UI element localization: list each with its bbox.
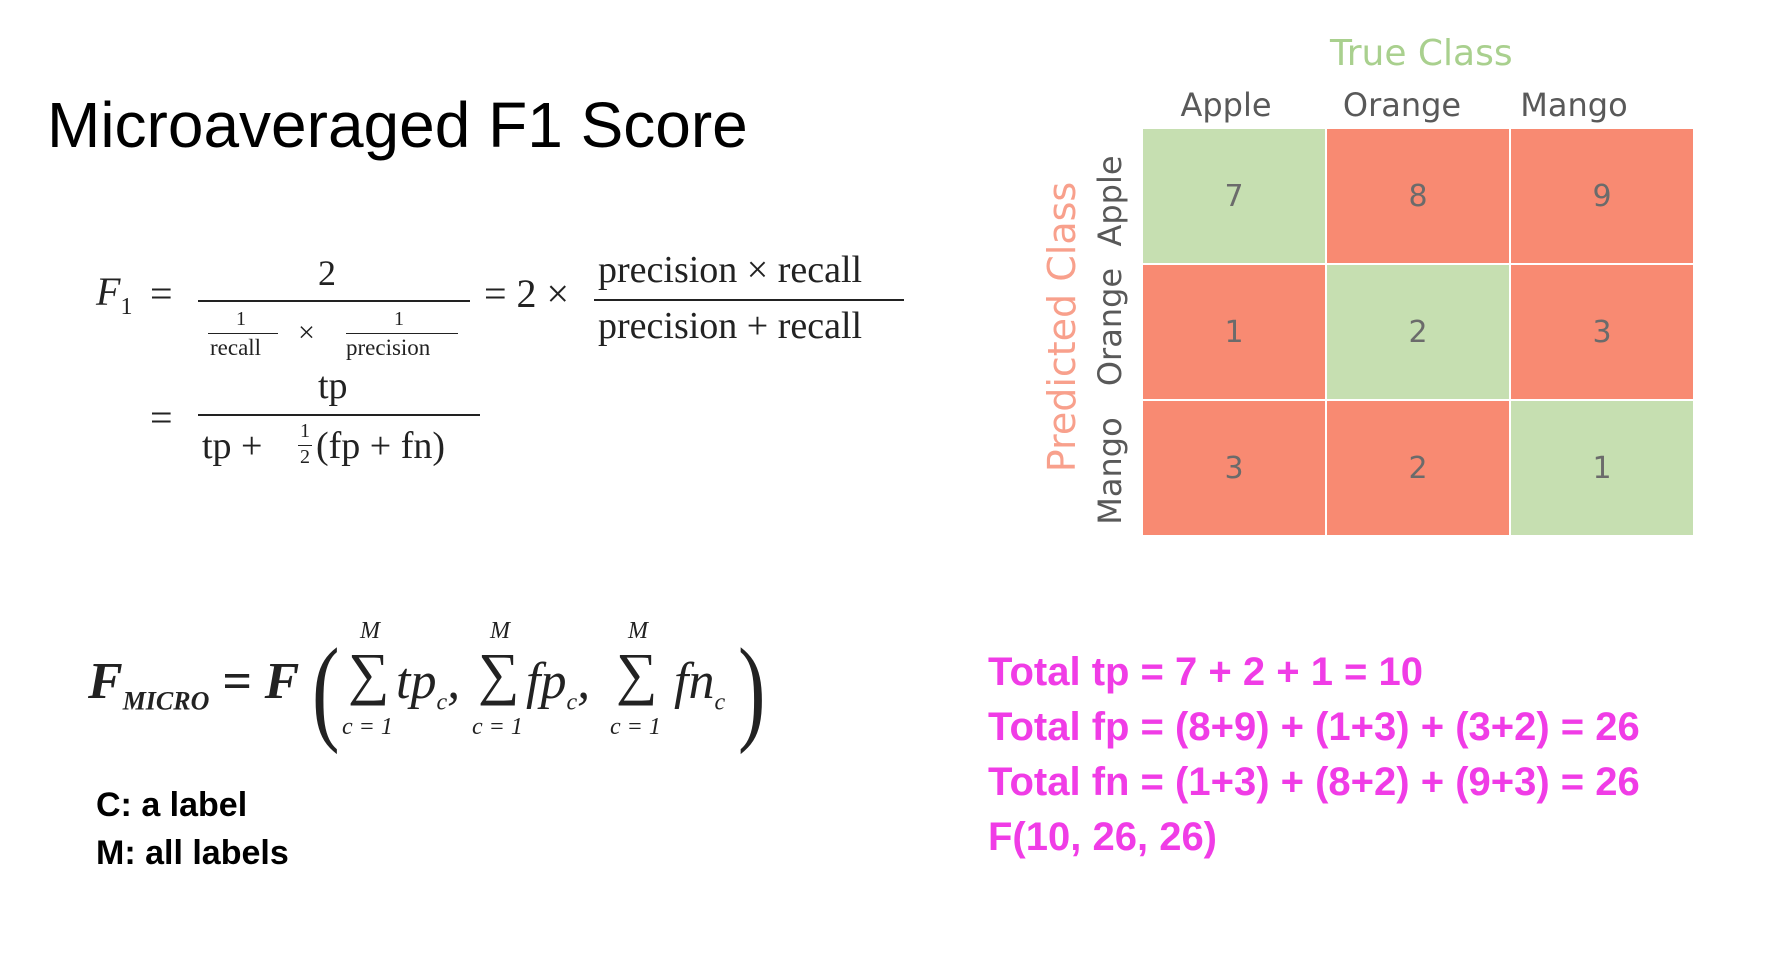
- f1-fraction3-den-b: (fp + fn): [316, 425, 446, 467]
- f1-fraction3-numerator: tp: [318, 365, 348, 407]
- fmicro-sum3-lower: c = 1: [610, 714, 661, 740]
- matrix-cell-orange-apple: 1: [1143, 265, 1325, 399]
- f1-fraction1-numerator: 2: [318, 253, 336, 293]
- fmicro-fn-sub: c: [714, 689, 726, 716]
- fmicro-sum3-upper: M: [628, 618, 648, 644]
- column-header-apple: Apple: [1180, 86, 1272, 124]
- fmicro-sum1-upper: M: [360, 618, 380, 644]
- fmicro-fp-sub: c: [566, 689, 578, 716]
- fmicro-symbol: F: [88, 653, 123, 710]
- matrix-cell-apple-mango: 9: [1511, 129, 1693, 263]
- f1-subscript: 1: [120, 294, 133, 320]
- column-header-orange: Orange: [1342, 86, 1462, 124]
- f1-fraction2-bar: [594, 299, 904, 301]
- fmicro-sum1-lower: c = 1: [342, 714, 393, 740]
- fmicro-sum2-lower: c = 1: [472, 714, 523, 740]
- matrix-cell-orange-orange: 2: [1327, 265, 1509, 399]
- fmicro-tp-sub: c: [436, 689, 448, 716]
- matrix-cell-apple-orange: 8: [1327, 129, 1509, 263]
- total-fn-line: Total fn = (1+3) + (8+2) + (9+3) = 26: [988, 760, 1640, 804]
- matrix-cell-mango-apple: 3: [1143, 401, 1325, 535]
- row-header-apple: Apple: [1091, 155, 1129, 247]
- f1-half-bar: [298, 445, 312, 446]
- f1-equals-line2: =: [150, 395, 173, 440]
- f1-lhs: F1: [96, 268, 132, 321]
- fmicro-tp-text: tp: [396, 653, 437, 710]
- page-title: Microaveraged F1 Score: [47, 89, 748, 161]
- fmicro-fp-text: fp: [526, 653, 567, 710]
- row-header-mango: Mango: [1091, 417, 1129, 525]
- f1-half-numerator: 1: [300, 420, 310, 442]
- fmicro-subscript: MICRO: [122, 686, 210, 716]
- f1-equals: =: [150, 271, 173, 316]
- f1-equals-two-times: = 2 ×: [484, 271, 570, 316]
- f1-one-a: 1: [236, 308, 246, 330]
- fmicro-sum2-upper: M: [490, 618, 510, 644]
- matrix-cell-apple-apple: 7: [1143, 129, 1325, 263]
- f1-precision-den: precision: [346, 335, 431, 360]
- fmicro-close-paren: ): [738, 624, 766, 755]
- fmicro-term-fp: fpc,: [526, 652, 590, 716]
- predicted-class-label: Predicted Class: [1040, 181, 1084, 473]
- fmicro-sum3-sigma: ∑: [616, 641, 658, 706]
- f1-fraction1-bar: [198, 300, 470, 302]
- f-result-line: F(10, 26, 26): [988, 815, 1218, 859]
- fmicro-rhs-f: = F: [222, 653, 300, 710]
- column-header-mango: Mango: [1520, 86, 1628, 124]
- fmicro-comma-2: ,: [577, 653, 591, 710]
- fmicro-open-paren: (: [312, 624, 340, 755]
- total-tp-line: Total tp = 7 + 2 + 1 = 10: [988, 650, 1424, 694]
- f1-fraction3-den-a: tp +: [202, 425, 263, 467]
- total-fp-line: Total fp = (8+9) + (1+3) + (3+2) = 26: [988, 705, 1640, 749]
- fmicro-comma-1: ,: [447, 653, 461, 710]
- f1-small-bar-b: [346, 333, 458, 334]
- fmicro-term-fn: fnc: [674, 652, 725, 716]
- matrix-cell-orange-mango: 3: [1511, 265, 1693, 399]
- matrix-cell-mango-orange: 2: [1327, 401, 1509, 535]
- fmicro-fn-text: fn: [674, 653, 715, 710]
- f1-times-a: ×: [298, 316, 315, 349]
- f1-recall-den: recall: [210, 335, 262, 360]
- true-class-label: True Class: [1330, 33, 1513, 74]
- legend-m: M: all labels: [96, 834, 289, 872]
- f1-symbol: F: [96, 269, 121, 314]
- matrix-cell-mango-mango: 1: [1511, 401, 1693, 535]
- fmicro-sum1-sigma: ∑: [348, 641, 390, 706]
- f1-one-b: 1: [394, 308, 404, 330]
- fmicro-sum2-sigma: ∑: [478, 641, 520, 706]
- f1-fraction2-denominator: precision + recall: [598, 305, 863, 347]
- fmicro-lhs: FMICRO: [88, 652, 209, 716]
- f1-fraction3-bar: [198, 414, 480, 416]
- f1-half-denominator: 2: [300, 446, 310, 468]
- legend-c: C: a label: [96, 786, 248, 824]
- fmicro-term-tp: tpc,: [396, 652, 460, 716]
- row-header-orange: Orange: [1091, 267, 1129, 387]
- f1-fraction2-numerator: precision × recall: [598, 249, 863, 291]
- f1-small-bar-a: [208, 333, 278, 334]
